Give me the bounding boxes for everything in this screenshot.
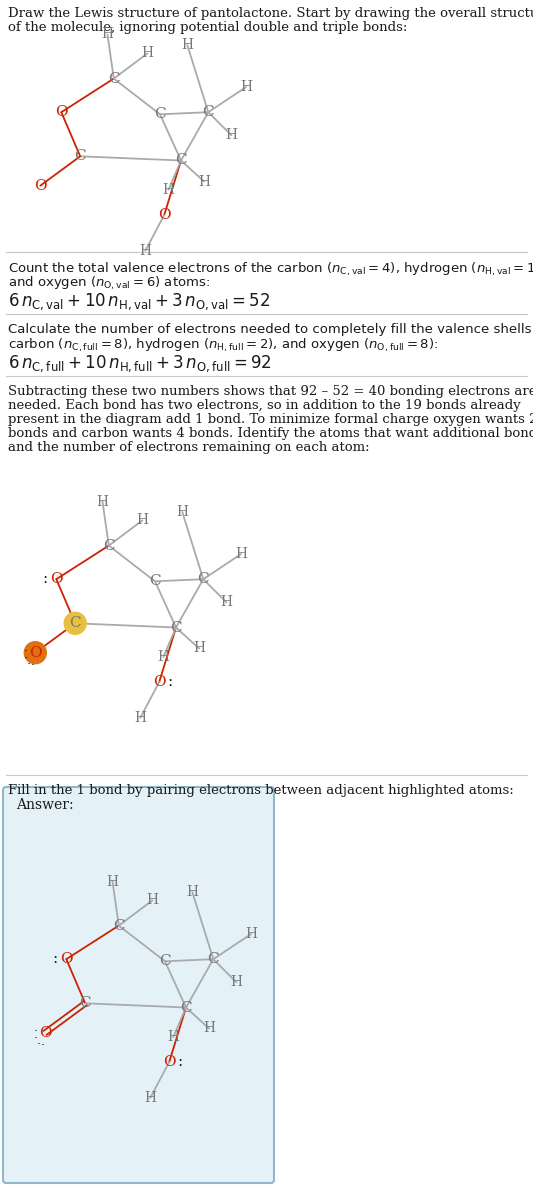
Text: C: C bbox=[203, 106, 214, 120]
Text: H: H bbox=[181, 38, 193, 52]
Text: H: H bbox=[240, 79, 252, 94]
Text: O: O bbox=[60, 952, 72, 967]
Text: of the molecule, ignoring potential double and triple bonds:: of the molecule, ignoring potential doub… bbox=[8, 21, 407, 34]
Text: H: H bbox=[139, 244, 151, 257]
Text: O: O bbox=[39, 1026, 52, 1040]
Text: O: O bbox=[158, 208, 171, 222]
Text: H: H bbox=[176, 505, 188, 519]
Text: .: . bbox=[33, 1021, 37, 1034]
Text: H: H bbox=[134, 710, 146, 725]
Text: H: H bbox=[141, 46, 154, 60]
Text: .: . bbox=[33, 1028, 37, 1041]
Text: C: C bbox=[198, 572, 209, 586]
Text: C: C bbox=[159, 955, 171, 968]
Text: O: O bbox=[50, 572, 62, 586]
Text: needed. Each bond has two electrons, so in addition to the 19 bonds already: needed. Each bond has two electrons, so … bbox=[8, 398, 521, 412]
Text: and the number of electrons remaining on each atom:: and the number of electrons remaining on… bbox=[8, 441, 369, 454]
Text: Calculate the number of electrons needed to completely fill the valence shells f: Calculate the number of electrons needed… bbox=[8, 323, 533, 336]
Text: C: C bbox=[113, 919, 125, 932]
Text: H: H bbox=[193, 642, 205, 656]
Text: Answer:: Answer: bbox=[16, 798, 74, 812]
Text: H: H bbox=[245, 927, 257, 940]
Text: H: H bbox=[203, 1021, 215, 1035]
Text: O: O bbox=[34, 179, 46, 192]
Text: .: . bbox=[26, 655, 30, 668]
Text: H: H bbox=[101, 27, 114, 42]
Text: H: H bbox=[221, 595, 232, 610]
Text: :: : bbox=[177, 1056, 183, 1069]
Text: C: C bbox=[154, 107, 166, 121]
Text: Fill in the 1 bond by pairing electrons between adjacent highlighted atoms:: Fill in the 1 bond by pairing electrons … bbox=[8, 784, 514, 797]
Text: H: H bbox=[235, 547, 247, 561]
Text: $6\,n_\mathrm{C,val} + 10\,n_\mathrm{H,val} + 3\,n_\mathrm{O,val} = 52$: $6\,n_\mathrm{C,val} + 10\,n_\mathrm{H,v… bbox=[8, 291, 270, 312]
Text: H: H bbox=[107, 874, 118, 888]
Text: H: H bbox=[144, 1091, 156, 1105]
Text: C: C bbox=[79, 996, 91, 1010]
Text: bonds and carbon wants 4 bonds. Identify the atoms that want additional bonds: bonds and carbon wants 4 bonds. Identify… bbox=[8, 427, 533, 440]
Text: .: . bbox=[41, 1035, 44, 1048]
Text: H: H bbox=[163, 183, 174, 197]
Text: Draw the Lewis structure of pantolactone. Start by drawing the overall structure: Draw the Lewis structure of pantolactone… bbox=[8, 7, 533, 20]
Text: .: . bbox=[30, 655, 34, 668]
Circle shape bbox=[64, 612, 86, 635]
Text: H: H bbox=[198, 174, 210, 189]
Text: O: O bbox=[55, 106, 68, 120]
Text: O: O bbox=[153, 675, 166, 689]
Text: H: H bbox=[187, 885, 198, 899]
Text: :: : bbox=[43, 572, 48, 586]
Text: and oxygen ($n_\mathrm{O,val} = 6$) atoms:: and oxygen ($n_\mathrm{O,val} = 6$) atom… bbox=[8, 275, 210, 292]
Text: C: C bbox=[175, 153, 187, 167]
Text: H: H bbox=[96, 495, 109, 509]
Circle shape bbox=[25, 642, 46, 664]
Text: C: C bbox=[75, 149, 86, 164]
Text: $6\,n_\mathrm{C,full} + 10\,n_\mathrm{H,full} + 3\,n_\mathrm{O,full} = 92$: $6\,n_\mathrm{C,full} + 10\,n_\mathrm{H,… bbox=[8, 353, 272, 374]
Text: H: H bbox=[230, 975, 243, 989]
Text: :: : bbox=[53, 952, 58, 967]
FancyBboxPatch shape bbox=[3, 788, 274, 1182]
Text: C: C bbox=[180, 1001, 192, 1014]
Text: H: H bbox=[225, 128, 237, 142]
Text: C: C bbox=[69, 617, 81, 630]
Text: C: C bbox=[170, 620, 182, 635]
Text: H: H bbox=[167, 1029, 180, 1044]
Text: O: O bbox=[163, 1056, 175, 1069]
Text: carbon ($n_\mathrm{C,full} = 8$), hydrogen ($n_\mathrm{H,full} = 2$), and oxygen: carbon ($n_\mathrm{C,full} = 8$), hydrog… bbox=[8, 337, 439, 355]
Text: C: C bbox=[207, 952, 219, 967]
Text: present in the diagram add 1 bond. To minimize formal charge oxygen wants 2: present in the diagram add 1 bond. To mi… bbox=[8, 413, 533, 426]
Text: :: : bbox=[167, 675, 173, 689]
Text: O: O bbox=[29, 645, 42, 659]
Text: H: H bbox=[147, 893, 158, 907]
Text: Subtracting these two numbers shows that 92 – 52 = 40 bonding electrons are: Subtracting these two numbers shows that… bbox=[8, 385, 533, 398]
Text: H: H bbox=[136, 514, 148, 528]
Text: .: . bbox=[23, 642, 27, 655]
Text: .: . bbox=[23, 649, 27, 662]
Text: C: C bbox=[108, 71, 119, 85]
Text: Count the total valence electrons of the carbon ($n_\mathrm{C,val} = 4$), hydrog: Count the total valence electrons of the… bbox=[8, 261, 533, 279]
Text: C: C bbox=[149, 574, 161, 588]
Text: C: C bbox=[103, 538, 115, 553]
Text: H: H bbox=[157, 650, 169, 664]
Text: .: . bbox=[36, 1034, 41, 1047]
